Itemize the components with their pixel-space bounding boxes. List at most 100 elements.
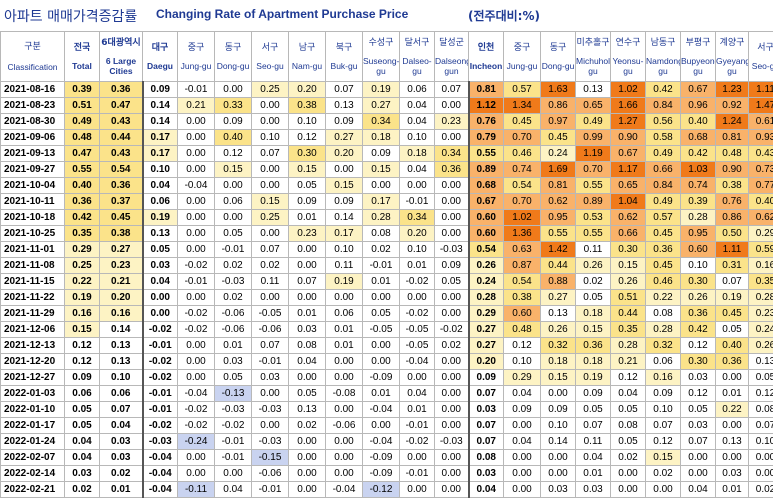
header-col-en: Yeonsu-gu: [611, 56, 645, 76]
cell-value: 0.55: [576, 178, 611, 194]
cell-value: 0.04: [576, 450, 611, 466]
cell-value: 0.13: [326, 98, 363, 114]
cell-value: 0.00: [252, 418, 289, 434]
cell-value: -0.24: [178, 434, 215, 450]
cell-value: -0.09: [363, 466, 400, 482]
cell-value: 0.40: [215, 130, 252, 146]
cell-value: 0.05: [681, 402, 716, 418]
cell-value: 0.36: [100, 178, 143, 194]
header-classification: 구분 Classification: [1, 32, 65, 82]
cell-value: 0.13: [100, 338, 143, 354]
cell-value: -0.01: [143, 402, 178, 418]
cell-value: 0.73: [749, 162, 773, 178]
cell-value: 0.74: [681, 178, 716, 194]
cell-value: 0.60: [469, 210, 504, 226]
header-col-ko: 달성군: [435, 38, 468, 48]
cell-value: 0.23: [289, 226, 326, 242]
cell-value: 0.00: [215, 82, 252, 98]
cell-value: -0.02: [178, 418, 215, 434]
cell-value: 0.05: [289, 178, 326, 194]
cell-value: 0.02: [100, 466, 143, 482]
cell-value: 0.14: [100, 322, 143, 338]
cell-value: 0.26: [749, 338, 773, 354]
cell-value: 0.00: [504, 418, 541, 434]
cell-value: 0.00: [178, 450, 215, 466]
cell-value: 0.10: [252, 130, 289, 146]
row-date: 2022-02-21: [1, 482, 65, 498]
cell-value: 0.00: [289, 258, 326, 274]
cell-value: 0.92: [716, 98, 749, 114]
cell-value: -0.04: [143, 466, 178, 482]
cell-value: 0.04: [65, 434, 100, 450]
cell-value: 0.45: [716, 306, 749, 322]
cell-value: 0.02: [252, 258, 289, 274]
cell-value: 0.00: [252, 114, 289, 130]
cell-value: 0.28: [363, 210, 400, 226]
cell-value: 0.96: [681, 98, 716, 114]
cell-value: 0.04: [400, 98, 435, 114]
cell-value: 0.38: [504, 290, 541, 306]
cell-value: 0.10: [541, 418, 576, 434]
cell-value: 0.66: [611, 226, 646, 242]
cell-value: 0.09: [576, 386, 611, 402]
cell-value: 0.17: [363, 194, 400, 210]
cell-value: 0.56: [646, 114, 681, 130]
cell-value: 0.15: [611, 258, 646, 274]
header-col-ko: 동구: [215, 43, 251, 53]
cell-value: 0.00: [215, 466, 252, 482]
cell-value: 0.01: [363, 274, 400, 290]
cell-value: 0.00: [252, 226, 289, 242]
cell-value: -0.02: [400, 306, 435, 322]
title-bar: 아파트 매매가격증감률 Changing Rate of Apartment P…: [0, 0, 773, 31]
cell-value: 0.00: [435, 178, 469, 194]
cell-value: 0.43: [100, 146, 143, 162]
cell-value: -0.04: [143, 450, 178, 466]
cell-value: 0.44: [541, 258, 576, 274]
cell-value: 0.38: [100, 226, 143, 242]
cell-value: 0.54: [100, 162, 143, 178]
cell-value: -0.02: [178, 306, 215, 322]
cell-value: 0.39: [65, 82, 100, 98]
cell-value: 1.27: [611, 114, 646, 130]
cell-value: 1.36: [504, 226, 541, 242]
cell-value: -0.01: [363, 258, 400, 274]
cell-value: 0.24: [541, 146, 576, 162]
header-col-en: Buk-gu: [326, 61, 362, 71]
cell-value: -0.04: [178, 386, 215, 402]
cell-value: 0.04: [400, 114, 435, 130]
cell-value: 0.09: [215, 114, 252, 130]
cell-value: 0.57: [646, 210, 681, 226]
cell-value: 0.04: [681, 482, 716, 498]
header-col-en: Seo-gu: [749, 61, 773, 71]
cell-value: -0.04: [143, 482, 178, 498]
row-date: 2021-10-04: [1, 178, 65, 194]
header-col-en: Jung-gu: [178, 61, 214, 71]
header-col-ko: 북구: [326, 43, 362, 53]
cell-value: 0.00: [252, 178, 289, 194]
cell-value: 0.05: [611, 402, 646, 418]
cell-value: 0.10: [504, 354, 541, 370]
cell-value: -0.03: [143, 434, 178, 450]
header-col-ko: 서구: [252, 43, 288, 53]
row-date: 2021-11-01: [1, 242, 65, 258]
cell-value: 0.29: [65, 242, 100, 258]
cell-value: 0.18: [400, 146, 435, 162]
cell-value: 0.10: [681, 258, 716, 274]
cell-value: 0.29: [749, 226, 773, 242]
header-col-ko: 중구: [178, 43, 214, 53]
cell-value: 0.00: [541, 450, 576, 466]
cell-value: 0.00: [435, 402, 469, 418]
cell-value: 0.42: [681, 146, 716, 162]
